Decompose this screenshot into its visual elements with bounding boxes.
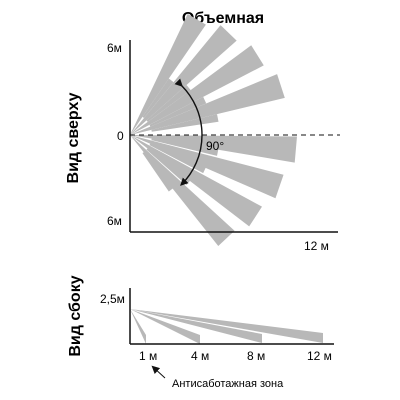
anti-sabotage-label: Антисаботажная зона bbox=[172, 378, 284, 390]
side-view-tick-8m: 8 м bbox=[247, 349, 265, 363]
fan-beam-inner-0 bbox=[142, 78, 174, 119]
anti-sabotage-arrow bbox=[151, 365, 166, 379]
top-view-fan bbox=[130, 14, 297, 246]
side-view-tick-1m: 1 м bbox=[139, 349, 157, 363]
side-view-tick-4m: 4 м bbox=[191, 349, 209, 363]
fan-beam-outer-3 bbox=[130, 74, 285, 135]
fan-beam-outer-0 bbox=[130, 14, 206, 135]
top-view-y-zero-label: 0 bbox=[117, 129, 124, 143]
top-view-label: Вид сверху bbox=[65, 92, 82, 183]
fan-beam-outer-5 bbox=[130, 135, 284, 199]
side-beam-8m bbox=[130, 309, 262, 343]
fan-beam-outer-6 bbox=[130, 135, 262, 227]
side-view-label: Вид сбоку bbox=[67, 275, 84, 356]
side-view-beams bbox=[130, 309, 323, 344]
side-view-height-label: 2,5м bbox=[100, 292, 125, 306]
side-beam-4m bbox=[130, 309, 200, 344]
side-beam-1m bbox=[130, 309, 146, 344]
top-view-x-end-label: 12 м bbox=[304, 239, 329, 253]
fan-beam-outer-2 bbox=[130, 45, 264, 136]
angle-label: 90° bbox=[206, 139, 224, 153]
side-beam-12m bbox=[130, 309, 323, 343]
top-view-y-top-label: 6м bbox=[107, 41, 122, 55]
top-view-y-bottom-label: 6м bbox=[107, 214, 122, 228]
fan-beam-inner-7 bbox=[142, 151, 174, 192]
side-view-tick-12m: 12 м bbox=[307, 349, 332, 363]
fan-beam-outer-7 bbox=[130, 135, 235, 246]
angle-arc-arrow bbox=[174, 78, 203, 186]
